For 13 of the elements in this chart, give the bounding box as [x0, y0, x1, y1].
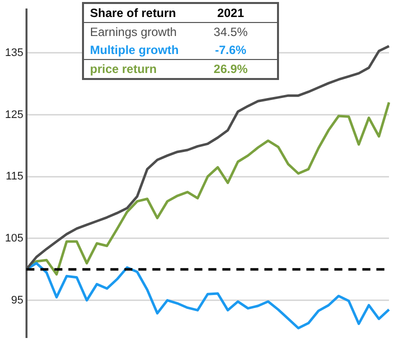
y-tick-label: 105 — [4, 232, 24, 244]
y-tick-label: 135 — [4, 46, 24, 59]
annotation: 2021 — [216, 5, 245, 22]
y-tick-label: 115 — [6, 170, 24, 183]
annotation: 26.9% — [212, 61, 249, 78]
text: Multiple growth — [90, 43, 179, 57]
text: Earnings growth — [90, 25, 177, 39]
annotation: -7.6% — [214, 42, 248, 59]
y-tick-label: 125 — [4, 108, 24, 121]
annotation: 34.5% — [212, 24, 249, 41]
y-tick-label: 95 — [11, 294, 24, 306]
legend-title: Share of return — [89, 5, 178, 22]
text: price return — [90, 62, 157, 76]
